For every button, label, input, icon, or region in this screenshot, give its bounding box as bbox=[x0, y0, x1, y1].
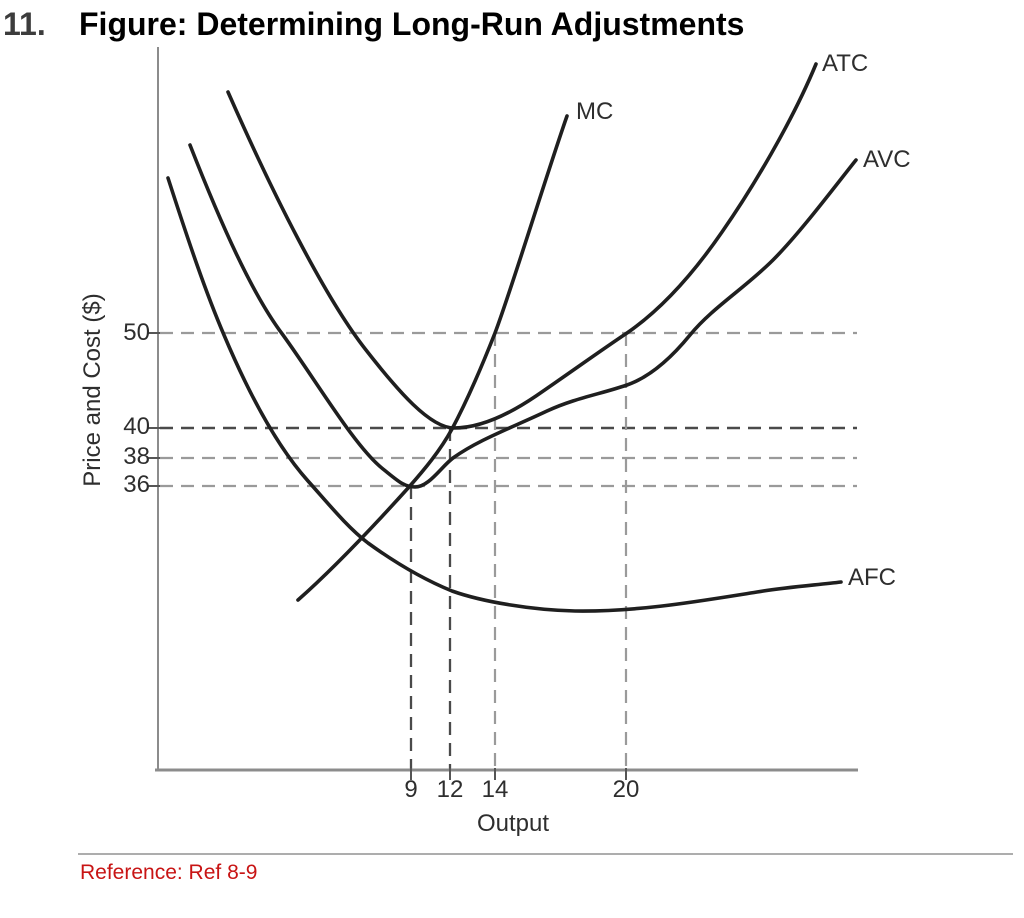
atc-curve-label: ATC bbox=[822, 50, 869, 77]
y-tick-36: 36 bbox=[123, 471, 150, 498]
x-axis-label: Output bbox=[476, 810, 550, 837]
x-tick-9: 9 bbox=[404, 776, 418, 803]
mc-curve bbox=[296, 114, 569, 602]
figure-title: Figure: Determining Long-Run Adjustments bbox=[79, 6, 745, 42]
y-tick-50: 50 bbox=[123, 319, 150, 346]
afc-curve bbox=[166, 176, 843, 613]
avc-curve-label: AVC bbox=[863, 146, 911, 173]
y-tick-40: 40 bbox=[123, 413, 150, 440]
question-number: 11. bbox=[3, 6, 46, 42]
avc-curve bbox=[188, 143, 858, 489]
mc-curve-label: MC bbox=[576, 98, 614, 125]
y-axis-ticks bbox=[148, 332, 160, 487]
x-tick-12: 12 bbox=[436, 776, 464, 803]
afc-curve-label: AFC bbox=[848, 564, 896, 591]
divider-line bbox=[78, 853, 1013, 855]
x-tick-14: 14 bbox=[481, 776, 509, 803]
x-axis-ticks bbox=[410, 768, 627, 780]
atc-curve bbox=[226, 62, 818, 430]
x-tick-20: 20 bbox=[612, 776, 640, 803]
y-tick-38: 38 bbox=[123, 443, 150, 470]
reference-text: Reference: Ref 8-9 bbox=[80, 861, 258, 884]
y-axis-label: Price and Cost ($) bbox=[79, 293, 106, 487]
